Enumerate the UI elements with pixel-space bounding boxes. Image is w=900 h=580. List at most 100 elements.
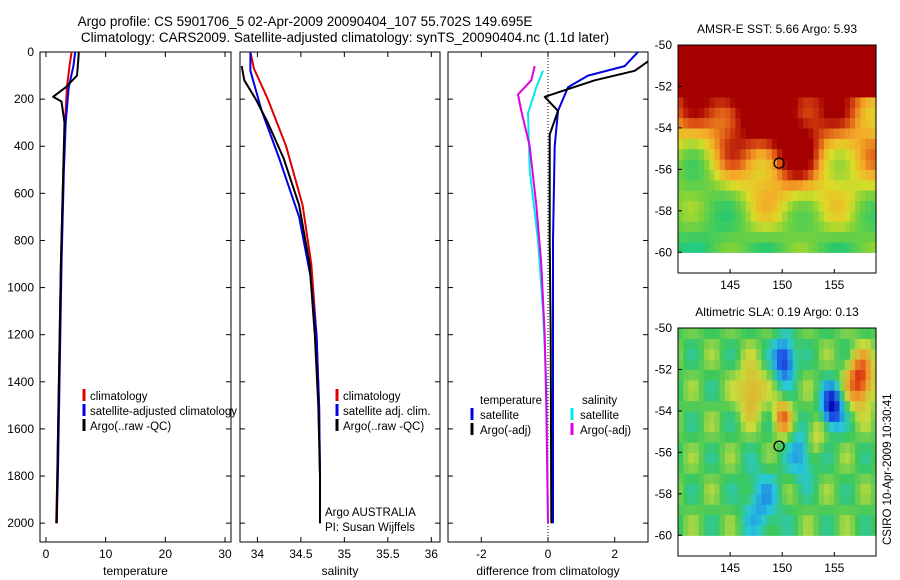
legend-label: satellite adj. clim.: [343, 406, 431, 418]
map-cell: [803, 348, 809, 360]
map-cell: [823, 473, 830, 485]
map-cell: [803, 524, 809, 536]
map-cell: [698, 400, 705, 412]
map-cell: [678, 421, 684, 433]
map-cell: [777, 221, 783, 233]
map-cell: [860, 138, 867, 150]
map-cell: [855, 431, 861, 443]
map-cell: [818, 159, 825, 170]
map-cell: [870, 179, 877, 191]
map-cell: [823, 369, 830, 381]
map-cell: [813, 96, 820, 108]
map-cell: [683, 221, 690, 233]
map-cell: [865, 179, 872, 191]
map-cell: [735, 379, 742, 391]
map-cell: [698, 65, 705, 77]
map-cell: [709, 221, 716, 233]
map-cell: [766, 138, 773, 150]
map-cell: [870, 421, 877, 433]
map-cell: [813, 410, 820, 422]
map-cell: [844, 148, 851, 160]
map-cell: [787, 483, 794, 495]
map-cell: [709, 76, 716, 88]
map-cell: [714, 231, 721, 243]
map-cell: [719, 159, 726, 170]
map-cell: [823, 86, 830, 98]
map-cell: [797, 483, 804, 495]
map-cell: [709, 96, 716, 108]
map-cell: [709, 117, 716, 129]
map-cell: [818, 400, 825, 412]
map-cell: [777, 462, 783, 474]
map-cell: [829, 117, 835, 129]
map-cell: [688, 45, 695, 56]
map-cell: [704, 159, 710, 170]
map-cell: [855, 210, 861, 222]
profile-line-3: [517, 65, 549, 524]
map-cell: [855, 86, 861, 98]
map-cell: [792, 117, 799, 129]
map-cell: [730, 514, 736, 526]
map-cell: [688, 524, 695, 536]
x-axis-label: difference from climatology: [476, 564, 619, 578]
map-cell: [865, 442, 872, 453]
map-cell: [797, 241, 804, 253]
y-tick-label: 1800: [7, 469, 34, 483]
map-cell: [683, 328, 690, 339]
map-cell: [787, 55, 794, 67]
map-cell: [787, 138, 794, 150]
map-cell: [844, 127, 851, 139]
map-cell: [797, 221, 804, 233]
map-cell: [719, 338, 726, 350]
map-cell: [766, 200, 773, 212]
map-cell: [865, 117, 872, 129]
map-cell: [860, 190, 867, 202]
map-cell: [782, 421, 789, 433]
map-cell: [870, 431, 877, 443]
map-cell: [865, 524, 872, 536]
map-cell: [792, 328, 799, 339]
map-cell: [787, 493, 794, 505]
map-cell: [761, 138, 768, 150]
map-cell: [823, 96, 830, 108]
map-cell: [844, 96, 851, 108]
map-cell: [792, 179, 799, 191]
map-cell: [719, 514, 726, 526]
map-cell: [719, 369, 726, 381]
map-cell: [688, 231, 695, 243]
map-cell: [782, 328, 789, 339]
map-cell: [678, 148, 684, 160]
map-cell: [803, 127, 809, 139]
map-cell: [870, 190, 877, 202]
map-cell: [745, 473, 752, 485]
map-cell: [777, 400, 783, 412]
x-tick-label: 150: [772, 561, 792, 575]
map-cell: [803, 200, 809, 212]
map-cell: [750, 483, 757, 495]
map-cell: [719, 473, 726, 485]
map-cell: [870, 231, 877, 243]
map-cell: [834, 504, 841, 516]
map-cell: [839, 127, 846, 139]
map-cell: [735, 452, 742, 464]
map-cell: [766, 473, 773, 485]
y-tick-label: 1600: [7, 422, 34, 436]
map-cell: [865, 493, 872, 505]
map-cell: [745, 369, 752, 381]
map-cell: [860, 369, 867, 381]
map-cell: [834, 379, 841, 391]
figure-title-line1: Argo profile: CS 5901706_5 02-Apr-2009 2…: [78, 14, 533, 29]
map-cell: [714, 452, 721, 464]
map-cell: [719, 179, 726, 191]
map-cell: [730, 452, 736, 464]
map-cell: [813, 431, 820, 443]
map-cell: [750, 338, 757, 350]
map-cell: [787, 473, 794, 485]
map-cell: [849, 369, 856, 381]
map-cell: [834, 127, 841, 139]
map-cell: [761, 379, 768, 391]
map-cell: [865, 452, 872, 464]
map-cell: [756, 107, 762, 119]
map-cell: [865, 359, 872, 371]
map-cell: [724, 338, 731, 350]
